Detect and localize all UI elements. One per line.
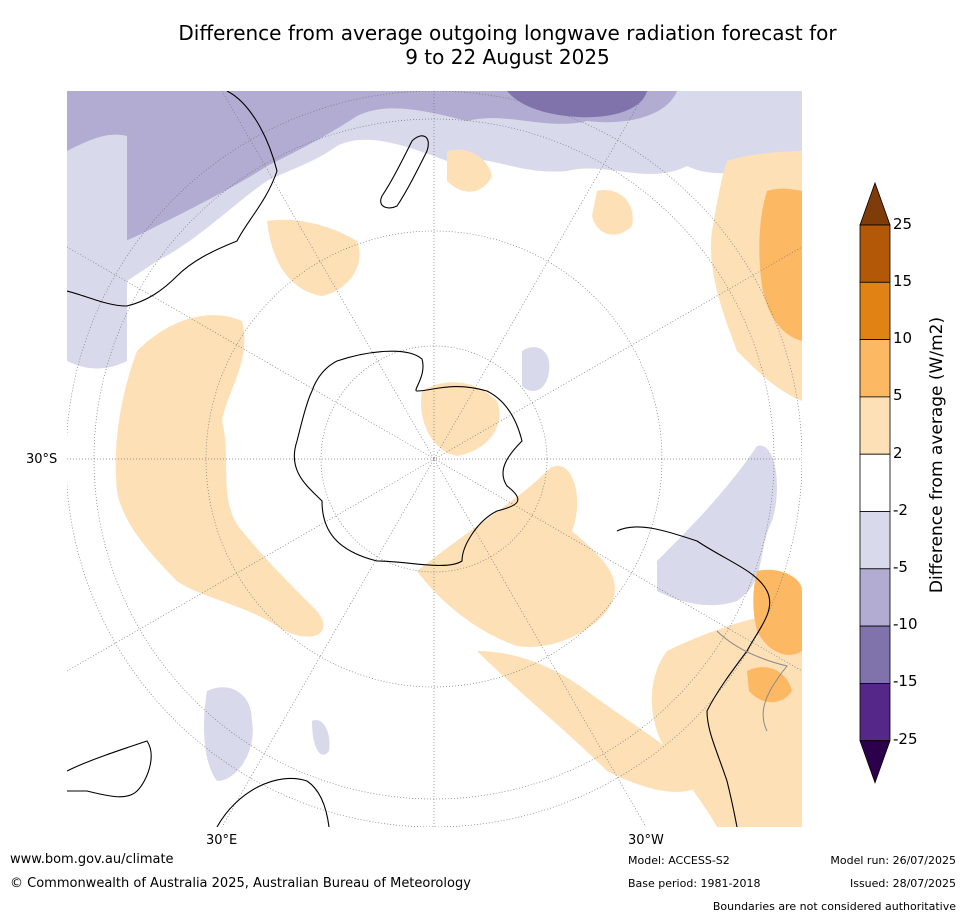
anomaly-region-negative-sw xyxy=(204,687,253,781)
longitude-label-30e: 30°E xyxy=(206,833,238,848)
base-period-text: Base period: 1981-2018 xyxy=(628,877,761,890)
anomaly-region-negative-left-strip xyxy=(67,134,127,369)
anomaly-region-positive-nw xyxy=(267,219,360,296)
polar-map xyxy=(67,91,802,827)
meridian-line xyxy=(67,246,802,672)
colorbar-title: Difference from average (W/m2) xyxy=(927,316,947,594)
anomaly-region-negative-top-deep xyxy=(507,91,647,118)
title-line-1: Difference from average outgoing longwav… xyxy=(178,21,837,45)
colorbar-segment xyxy=(859,511,891,570)
south-america-coastline xyxy=(616,526,771,827)
colorbar-tick-label: -15 xyxy=(893,672,918,690)
anomaly-region-positive-central xyxy=(421,382,500,456)
website-link[interactable]: www.bom.gov.au/climate xyxy=(10,852,174,867)
colorbar-segment xyxy=(859,682,891,742)
anomaly-region-positive-south xyxy=(417,465,615,647)
issued-text: Issued: 28/07/2025 xyxy=(849,877,956,890)
disclaimer-text: Boundaries are not considered authoritat… xyxy=(712,900,956,913)
meridian-line xyxy=(221,91,647,827)
meridian-line xyxy=(221,91,647,827)
colorbar-tick-label: 2 xyxy=(893,444,903,462)
anomaly-region-negative-mid xyxy=(522,347,550,391)
colorbar-tick-label: -25 xyxy=(893,730,918,748)
map-title: Difference from average outgoing longwav… xyxy=(80,21,935,69)
anomaly-region-positive-ne xyxy=(592,190,633,235)
antarctica-coastline xyxy=(293,350,523,566)
colorbar-segment xyxy=(859,224,891,283)
anomaly-region-negative-top-mid xyxy=(67,91,677,253)
colorbar-tick-label: -10 xyxy=(893,615,918,633)
anomaly-region-positive-n xyxy=(447,149,492,192)
anomaly-region-negative-se xyxy=(657,445,777,606)
anomaly-region-positive-se xyxy=(651,611,802,827)
colorbar-segment xyxy=(859,453,891,512)
south-america-border xyxy=(716,630,788,732)
latitude-label-30s: 30°S xyxy=(26,452,58,467)
colorbar-extend-top xyxy=(859,181,891,226)
colorbar-segment xyxy=(859,568,891,627)
new-zealand-coastline xyxy=(380,135,429,209)
colorbar-segment xyxy=(859,396,891,455)
australia-coastline xyxy=(67,91,278,307)
latitude-circle-45s xyxy=(93,118,775,800)
colorbar-tick-label: -2 xyxy=(893,501,908,519)
anomaly-region-positive-5-east xyxy=(759,188,802,341)
model-run-text: Model run: 26/07/2025 xyxy=(830,854,956,867)
anomaly-region-negative-sw-small xyxy=(312,720,330,755)
colorbar-extend-bottom xyxy=(859,740,891,784)
anomaly-region-positive-5-se xyxy=(753,569,802,655)
longitude-label-30w: 30°W xyxy=(628,833,664,848)
africa-coastline xyxy=(67,740,152,798)
southern-africa-coastline xyxy=(216,777,330,827)
colorbar-tick-label: 5 xyxy=(893,386,903,404)
copyright-text: © Commonwealth of Australia 2025, Austra… xyxy=(10,876,471,891)
colorbar-segment xyxy=(859,281,891,341)
model-text: Model: ACCESS-S2 xyxy=(628,854,730,867)
colorbar-tick-label: 25 xyxy=(893,215,913,233)
meridian-line xyxy=(67,246,802,672)
colorbar-tick-label: 10 xyxy=(893,329,913,347)
colorbar-tick-label: 15 xyxy=(893,272,913,290)
anomaly-region-positive-south-ext xyxy=(477,651,707,792)
anomaly-region-positive-west xyxy=(115,315,324,637)
title-line-2: 9 to 22 August 2025 xyxy=(405,45,610,69)
anomaly-region-positive-5-se2 xyxy=(747,667,792,703)
colorbar-tick-label: -5 xyxy=(893,558,908,576)
colorbar-segment xyxy=(859,625,891,684)
colorbar-segment xyxy=(859,339,891,398)
colorbar xyxy=(859,181,891,784)
